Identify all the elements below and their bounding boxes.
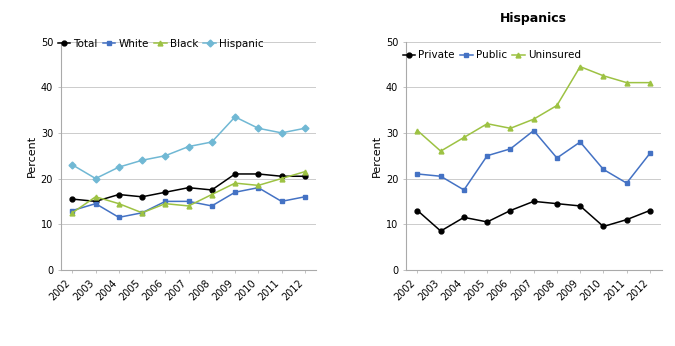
Line: Private: Private (415, 199, 652, 234)
Public (576, 140, 584, 144)
Hispanic (301, 126, 309, 130)
Hispanic (115, 165, 123, 169)
Private (646, 208, 654, 212)
Private (599, 225, 608, 229)
Black (138, 211, 146, 215)
Hispanic (92, 176, 100, 181)
Public (622, 181, 630, 185)
Total (208, 188, 216, 192)
White (115, 215, 123, 219)
Black (254, 183, 263, 188)
White (161, 199, 169, 203)
Uninsured (599, 74, 608, 78)
Private (437, 229, 445, 233)
Black (161, 202, 169, 206)
Line: Public: Public (415, 128, 652, 192)
Black (115, 202, 123, 206)
Total (184, 185, 192, 190)
Uninsured (622, 81, 630, 85)
Hispanic (68, 163, 76, 167)
Line: Hispanic: Hispanic (70, 115, 307, 181)
Hispanic (277, 131, 286, 135)
Y-axis label: Percent: Percent (26, 135, 36, 177)
Line: Uninsured: Uninsured (415, 64, 652, 154)
Black (301, 170, 309, 174)
Black (68, 211, 76, 215)
Private (483, 220, 491, 224)
Black (231, 181, 239, 185)
Legend: Private, Public, Uninsured: Private, Public, Uninsured (402, 49, 582, 62)
Private (413, 208, 421, 212)
Private (553, 202, 561, 206)
Hispanic (161, 154, 169, 158)
White (92, 202, 100, 206)
Private (622, 218, 630, 222)
Public (553, 156, 561, 160)
Legend: Total, White, Black, Hispanic: Total, White, Black, Hispanic (57, 38, 265, 50)
White (254, 185, 263, 190)
Hispanic (254, 126, 263, 130)
Black (208, 192, 216, 197)
White (184, 199, 192, 203)
Hispanic (184, 145, 192, 149)
Private (506, 208, 514, 212)
Public (413, 172, 421, 176)
Y-axis label: Percent: Percent (372, 135, 381, 177)
Total (68, 197, 76, 201)
Hispanic (208, 140, 216, 144)
White (277, 199, 286, 203)
Line: Black: Black (70, 169, 307, 215)
Public (506, 147, 514, 151)
Private (460, 215, 468, 219)
Total (138, 195, 146, 199)
Uninsured (506, 126, 514, 130)
Uninsured (553, 103, 561, 108)
White (301, 195, 309, 199)
Total (277, 174, 286, 178)
Title: Hispanics: Hispanics (500, 12, 567, 25)
Uninsured (646, 81, 654, 85)
Total (92, 199, 100, 203)
Public (483, 154, 491, 158)
White (138, 211, 146, 215)
Private (576, 204, 584, 208)
Public (530, 128, 538, 133)
Line: Total: Total (70, 172, 307, 204)
Uninsured (460, 135, 468, 139)
Uninsured (530, 117, 538, 121)
White (231, 190, 239, 194)
Private (530, 199, 538, 203)
Public (460, 188, 468, 192)
Hispanic (138, 158, 146, 162)
Total (161, 190, 169, 194)
Total (231, 172, 239, 176)
Public (599, 167, 608, 172)
Uninsured (413, 128, 421, 133)
Total (115, 192, 123, 197)
Uninsured (437, 149, 445, 153)
Line: White: White (70, 185, 307, 220)
Black (92, 195, 100, 199)
White (208, 204, 216, 208)
White (68, 208, 76, 212)
Total (254, 172, 263, 176)
Black (184, 204, 192, 208)
Total (301, 174, 309, 178)
Public (437, 174, 445, 178)
Public (646, 151, 654, 155)
Uninsured (576, 65, 584, 69)
Black (277, 176, 286, 181)
Hispanic (231, 115, 239, 119)
Uninsured (483, 122, 491, 126)
